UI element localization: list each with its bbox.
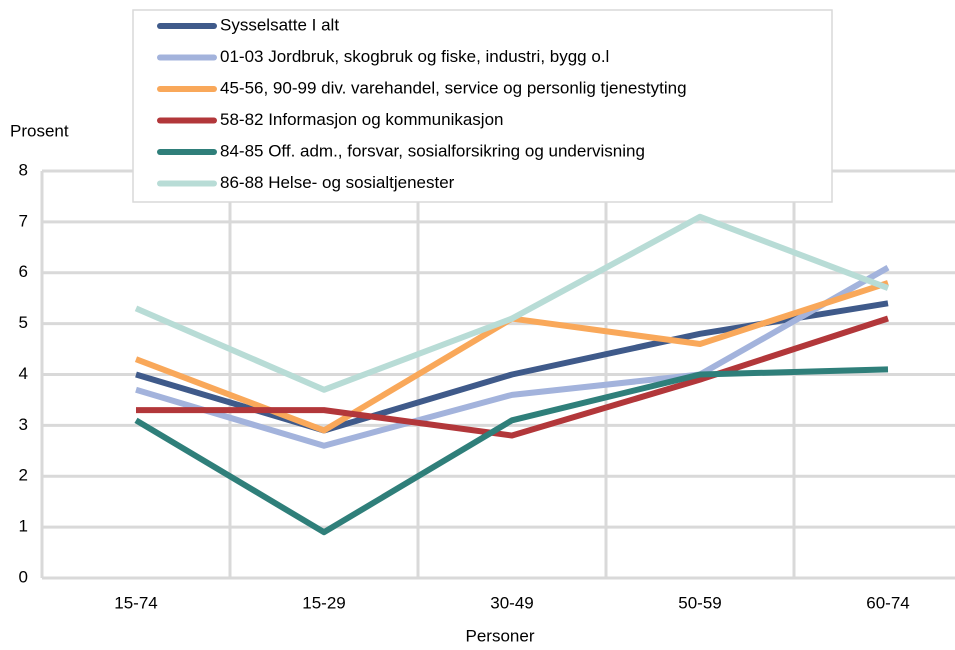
y-tick-label: 1 [19,517,28,536]
y-tick-label: 0 [19,567,28,586]
y-tick-label: 2 [19,466,28,485]
x-tick-label: 50-59 [678,593,721,612]
grid: 0 1 2 3 4 5 6 7 8 15-74 15-29 30-49 50-59 60-74 [19,160,955,612]
series-line [136,315,889,439]
x-tick-label: 15-74 [114,593,157,612]
y-tick-label: 6 [19,262,28,281]
x-tick-label: 15-29 [302,593,345,612]
legend-label: 45-56, 90-99 div. varehandel, service og… [220,78,687,97]
y-tick-label: 8 [19,160,28,179]
legend-label: 01-03 Jordbruk, skogbruk og fiske, indus… [220,47,609,66]
lines [134,213,890,536]
legend-label: 86-88 Helse- og sosialtjenester [220,173,455,192]
x-tick-label: 60-74 [866,593,909,612]
y-tick-label: 3 [19,415,28,434]
y-tick-label: 5 [19,313,28,332]
y-tick-label: 7 [19,211,28,230]
legend: Sysselsatte I alt 01-03 Jordbruk, skogbru… [132,9,833,203]
y-axis-title: Prosent [10,121,69,140]
series-line [135,265,890,449]
legend-label: 84-85 Off. adm., forsvar, sosialforsikri… [220,141,645,160]
series-line [134,366,889,536]
x-tick-label: 30-49 [490,593,533,612]
legend-label: Sysselsatte I alt [220,15,339,34]
y-tick-label: 4 [19,364,28,383]
series-line [134,213,890,393]
legend-box [132,9,833,203]
x-axis-title: Personer [466,626,535,645]
legend-label: 58-82 Informasjon og kommunikasjon [220,110,503,129]
